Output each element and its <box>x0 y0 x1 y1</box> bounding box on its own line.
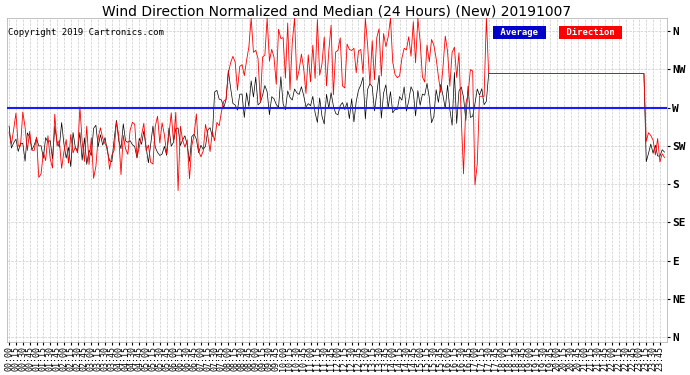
Text: Average: Average <box>495 28 544 37</box>
Text: Copyright 2019 Cartronics.com: Copyright 2019 Cartronics.com <box>8 28 164 37</box>
Text: Direction: Direction <box>561 28 620 37</box>
Title: Wind Direction Normalized and Median (24 Hours) (New) 20191007: Wind Direction Normalized and Median (24… <box>102 4 571 18</box>
